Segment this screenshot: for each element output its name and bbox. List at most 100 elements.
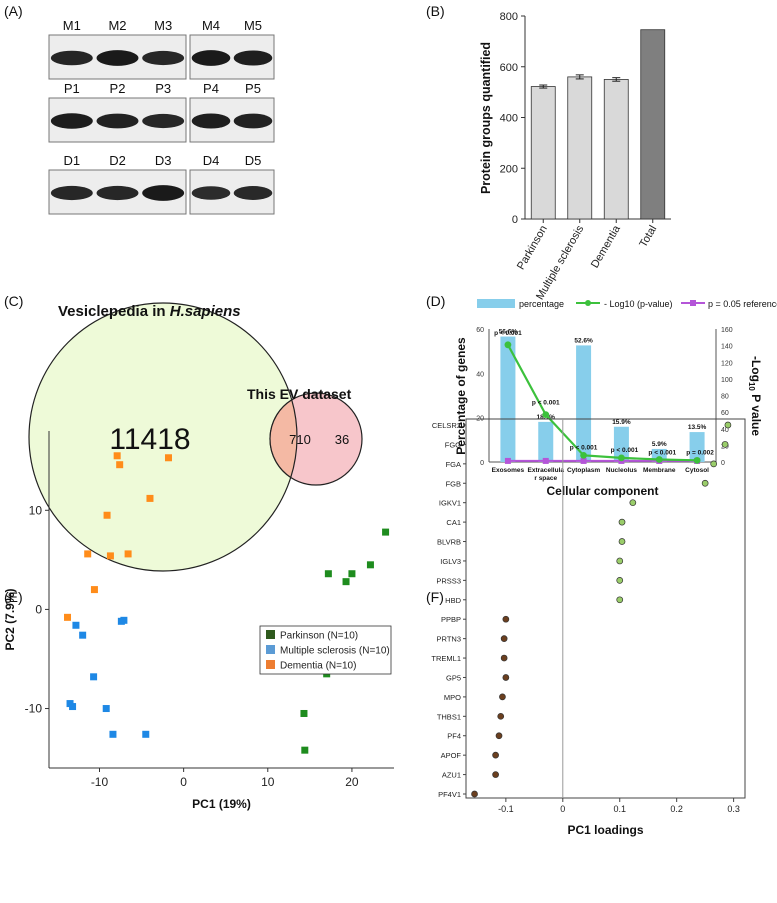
chart-d-right-tick-label: 160	[721, 327, 733, 334]
blot-lane-label: D5	[245, 153, 262, 168]
blot-lane-label: P5	[245, 81, 261, 96]
chart-f-gene-label: PRSS3	[436, 576, 461, 585]
chart-e-point	[90, 586, 98, 594]
blot-band	[142, 185, 185, 201]
chart-d-bar	[500, 336, 516, 462]
chart-b-y-tick-label: 200	[500, 163, 518, 175]
protein-groups-bar-chart: Protein groups quantified 0 200 400 600 800 P…	[479, 11, 671, 302]
chart-d-p-label: p < 0.001	[570, 444, 598, 451]
chart-f-x-tick-label: 0.1	[613, 804, 626, 814]
chart-f-gene-label: GP5	[446, 673, 461, 682]
chart-d-category-label: Nucleolus	[606, 467, 637, 474]
chart-d-log10-point	[693, 456, 701, 464]
chart-e-point	[164, 454, 172, 462]
chart-e-x-tick-label: 0	[180, 775, 187, 789]
panel-label-e: (E)	[4, 589, 23, 605]
chart-b-x-tick-label: Total	[637, 224, 659, 250]
chart-e-point	[102, 705, 110, 713]
chart-f-x-tick-label: -0.1	[498, 804, 514, 814]
chart-d-p-label: p < 0.001	[532, 400, 560, 407]
chart-b-bar	[640, 29, 666, 220]
chart-f-loading-point	[502, 615, 510, 623]
chart-e-point	[300, 709, 308, 717]
venn-subset-label: This EV dataset	[247, 386, 352, 402]
chart-e-point	[342, 578, 350, 586]
blot-lane-label: P4	[203, 81, 219, 96]
chart-d-right-tick-label: 80	[721, 394, 729, 401]
chart-e-point	[366, 561, 374, 569]
blot-lane-label: P3	[155, 81, 171, 96]
blot-lane-label: M2	[108, 18, 126, 33]
blot-band	[96, 185, 139, 201]
chart-e-y-axis-title: PC2 (7.9%)	[3, 588, 17, 650]
chart-f-gene-label: BLVRB	[437, 538, 461, 547]
chart-d-right-tick-label: 0	[721, 460, 725, 467]
chart-e-point	[113, 452, 121, 460]
venn-only-vesiclepedia-count: 11418	[109, 423, 190, 456]
chart-e-x-tick-label: 20	[345, 775, 359, 789]
chart-d-right-axis-title: -Log10 P value	[747, 356, 763, 436]
chart-d-right-tick-label: 60	[721, 410, 729, 417]
blot-band	[96, 113, 139, 129]
chart-d-log10-point	[618, 454, 625, 462]
blot-band	[233, 113, 273, 129]
chart-e-legend-label: Dementia (N=10)	[280, 661, 356, 672]
blot-band	[50, 113, 93, 129]
chart-f-loading-point	[618, 538, 626, 545]
chart-e-legend-label: Multiple sclerosis (N=10)	[280, 646, 390, 657]
chart-f-loading-point	[616, 557, 624, 565]
chart-e-x-tick-label: -10	[91, 775, 109, 789]
chart-b-y-tick-label: 0	[512, 214, 518, 226]
chart-d-p-label: p = 0.002	[686, 449, 714, 456]
chart-d-left-tick-label: 0	[480, 460, 484, 467]
chart-f-loading-point	[616, 596, 624, 604]
chart-e-point	[90, 673, 98, 681]
chart-e-x-tick-label: 10	[261, 775, 275, 789]
chart-e-point	[124, 550, 132, 558]
chart-f-loading-point	[471, 790, 478, 798]
blot-band	[142, 50, 185, 66]
panel-label-b: (B)	[426, 3, 445, 19]
panel-label-a: (A)	[4, 3, 23, 19]
chart-d-p-label: p < 0.001	[648, 450, 676, 457]
blot-band	[233, 50, 273, 66]
chart-f-gene-label: APOF	[441, 751, 462, 760]
chart-b-x-tick-label: Dementia	[589, 223, 623, 271]
chart-d-log10-line	[506, 344, 698, 462]
chart-e-point	[69, 703, 77, 711]
chart-e-point	[348, 570, 356, 578]
chart-b-x-tick-label: Parkinson	[515, 224, 550, 272]
venn-overlap-count: 710	[289, 432, 311, 447]
chart-f-loading-point	[616, 577, 624, 584]
chart-d-right-tick-label: 100	[721, 377, 733, 384]
blot-band	[191, 50, 231, 66]
chart-f-loading-point	[502, 674, 510, 681]
blot-lane-label: D1	[64, 153, 81, 168]
chart-f-gene-label: PRTN3	[437, 635, 461, 644]
chart-d-bar-label: 13.5%	[688, 424, 707, 431]
blot-lane-label: M5	[244, 18, 262, 33]
chart-f-gene-label: FGB	[446, 479, 461, 488]
blot-lane-label: P2	[110, 81, 126, 96]
blot-band	[191, 113, 231, 129]
chart-d-log10-point	[655, 456, 663, 463]
chart-f-x-tick-label: 0.3	[727, 804, 740, 814]
chart-d-bar	[613, 426, 629, 462]
chart-d-legend-log10: - Log10 (p-value)	[604, 299, 673, 309]
chart-d-bar-label: 15.9%	[612, 419, 631, 426]
venn-overlap-region	[269, 398, 298, 479]
chart-f-gene-label: PF4V1	[438, 790, 461, 799]
chart-e-legend-swatch	[266, 645, 275, 654]
chart-f-x-axis-title: PC1 loadings	[567, 823, 643, 837]
blot-lane-label: D2	[109, 153, 126, 168]
panel-label-c: (C)	[4, 293, 23, 309]
chart-f-gene-label: FGG	[445, 440, 461, 449]
chart-e-legend-swatch	[266, 630, 275, 639]
venn-only-dataset-count: 36	[335, 432, 349, 447]
blot-lane-label: M3	[154, 18, 172, 33]
chart-e-point	[106, 552, 114, 560]
chart-b-y-tick-label: 400	[500, 113, 518, 125]
chart-d-legend-percentage: percentage	[519, 299, 564, 309]
chart-e-point	[142, 730, 150, 738]
chart-e-legend-swatch	[266, 660, 275, 669]
